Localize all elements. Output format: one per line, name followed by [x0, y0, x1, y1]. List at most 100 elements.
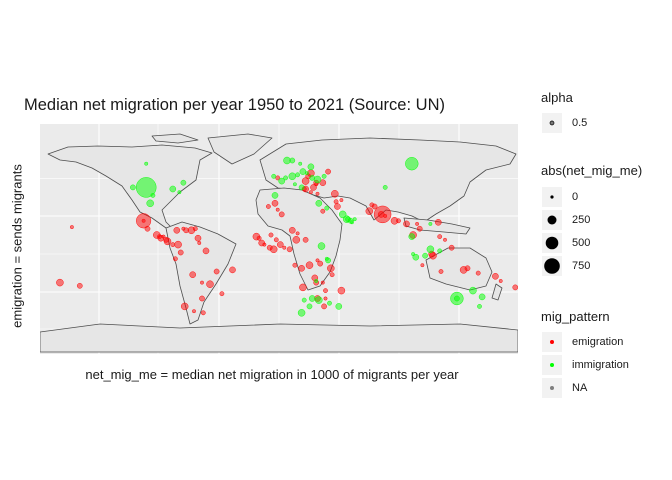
immigration-point	[130, 184, 136, 191]
immigration-point	[271, 173, 277, 179]
emigration-point	[256, 235, 262, 241]
immigration-point	[325, 257, 331, 264]
emigration-point	[443, 237, 447, 242]
immigration-point	[177, 190, 182, 195]
emigration-point	[219, 291, 225, 297]
emigration-point	[200, 310, 206, 316]
emigration-point	[420, 263, 425, 268]
legend-color-title: mig_pattern	[541, 309, 610, 324]
immigration-point	[317, 242, 326, 250]
legend-color-label-na: NA	[572, 382, 588, 394]
land-new-zealand	[491, 283, 503, 301]
immigration-bubble	[450, 291, 464, 306]
immigration-point	[477, 304, 482, 309]
emigration-point	[339, 198, 344, 203]
land-polygons	[40, 133, 518, 353]
immigration-point	[292, 182, 297, 187]
emigration-point	[437, 234, 443, 239]
immigration-point	[314, 279, 319, 283]
emigration-point	[269, 245, 278, 254]
emigration-point	[334, 203, 341, 210]
emigration-point	[268, 232, 274, 238]
emigration-point	[302, 236, 309, 243]
immigration-point	[321, 173, 327, 179]
emigration-point	[173, 227, 181, 234]
immigration-point	[327, 300, 332, 306]
legend-color-key-na	[542, 378, 562, 398]
emigration-point	[320, 208, 326, 214]
immigration-point	[324, 205, 330, 211]
emigration-point	[161, 234, 166, 239]
immigration-point	[271, 192, 279, 199]
legend-alpha-label: 0.5	[572, 117, 588, 129]
immigration-point	[144, 161, 149, 166]
land-arctic-islands	[151, 133, 199, 144]
legend-emigration-swatch	[550, 340, 554, 344]
emigration-point	[262, 242, 267, 247]
emigration-point	[323, 288, 328, 294]
immigration-point	[412, 253, 420, 261]
emigration-point	[299, 283, 307, 292]
emigration-point	[323, 296, 328, 301]
emigration-point	[173, 256, 178, 262]
emigration-point	[435, 219, 442, 226]
emigration-point	[325, 168, 331, 175]
immigration-point	[426, 245, 435, 254]
land-greenland	[207, 133, 273, 165]
legend-size-key-750	[542, 256, 562, 276]
emigration-point	[498, 279, 503, 283]
immigration-point	[307, 163, 315, 171]
immigration-point	[469, 286, 477, 295]
immigration-point	[304, 171, 309, 176]
emigration-point	[315, 258, 320, 263]
emigration-point	[317, 260, 324, 267]
emigration-point	[305, 261, 314, 269]
immigration-bubble	[405, 157, 419, 171]
emigration-point	[310, 184, 317, 191]
legend-na-swatch	[550, 386, 554, 390]
immigration-point	[283, 175, 289, 181]
immigration-point	[308, 295, 316, 302]
legend-size-key-250	[542, 210, 562, 230]
emigration-point	[308, 190, 313, 195]
land-antarctica	[40, 323, 518, 353]
emigration-point	[278, 211, 285, 218]
emigration-point	[331, 190, 339, 198]
legend-immigration-swatch	[550, 363, 554, 367]
immigration-point	[338, 210, 347, 219]
legend-size-key-500	[542, 233, 562, 253]
emigration-point	[192, 309, 196, 314]
immigration-point	[298, 184, 305, 191]
land-australia	[425, 247, 493, 291]
emigration-point	[197, 241, 202, 245]
chart-title: Median net migration per year 1950 to 20…	[24, 96, 445, 114]
land-south-america	[165, 221, 237, 325]
emigration-point	[475, 270, 481, 276]
emigration-point	[213, 268, 220, 275]
emigration-point	[282, 245, 287, 250]
legend-size-title: abs(net_mig_me)	[541, 163, 643, 178]
emigration-point	[301, 177, 310, 185]
emigration-point	[459, 266, 468, 274]
emigration-point	[396, 218, 401, 224]
immigration-point	[315, 200, 323, 207]
emigration-point	[275, 175, 281, 181]
immigration-point	[313, 175, 322, 184]
emigration-point	[266, 204, 271, 209]
emigration-point	[292, 236, 301, 244]
emigration-point	[286, 246, 293, 253]
immigration-bubble	[135, 177, 157, 198]
emigration-point	[56, 278, 64, 287]
emigration-point	[292, 262, 298, 268]
immigration-point	[382, 185, 388, 190]
emigration-point	[295, 231, 300, 236]
world-map	[40, 124, 518, 354]
map-panel	[40, 124, 518, 354]
y-axis-label: emigration = sends migrants	[9, 164, 25, 328]
emigration-point	[194, 234, 202, 242]
immigration-point	[295, 172, 301, 178]
land-north-america	[47, 144, 213, 229]
emigration-point	[229, 266, 236, 274]
emigration-point	[206, 280, 214, 288]
immigration-point	[437, 248, 443, 254]
